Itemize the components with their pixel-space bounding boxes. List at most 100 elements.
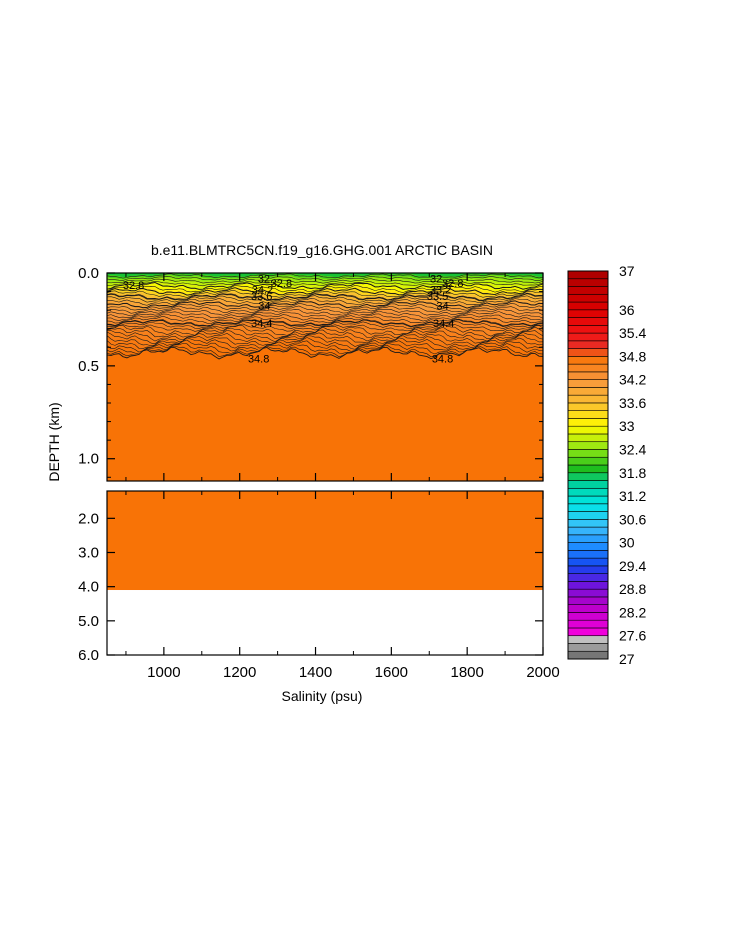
contour-line <box>107 331 543 345</box>
contour-line <box>107 290 543 298</box>
contour-line <box>107 313 543 322</box>
y-tick-label: 5.0 <box>78 613 99 630</box>
colorbar-label: 34.8 <box>619 348 646 364</box>
y-tick-label: 2.0 <box>78 510 99 527</box>
colorbar-label: 29.4 <box>619 558 646 574</box>
y-tick-label: 0.0 <box>78 265 99 282</box>
colorbar-bin <box>567 317 609 326</box>
colorbar-bin <box>567 325 609 334</box>
colorbar-bin <box>567 612 609 621</box>
contour-label: 34.8 <box>248 353 269 365</box>
contour-line <box>107 297 543 306</box>
colorbar-frame <box>567 270 609 660</box>
colorbar-bin <box>567 635 609 644</box>
contour-label: 34.4 <box>251 318 272 330</box>
contour-line <box>107 321 543 330</box>
contour-34-8 <box>107 346 543 360</box>
colorbar-bin <box>567 410 609 419</box>
colorbar-label: 28.8 <box>619 581 646 597</box>
contour-34 <box>107 300 543 309</box>
contour-label: 33.2 <box>430 285 451 297</box>
salinity-band <box>107 273 543 278</box>
colorbar-bin <box>567 402 609 411</box>
contour-label: 34 <box>258 301 270 313</box>
colorbar-label: 27.6 <box>619 628 646 644</box>
contour-line <box>107 280 543 287</box>
colorbar-bin <box>567 433 609 443</box>
colorbar-bin <box>567 619 609 629</box>
upper-field: 32.832.32.834.233.63434.434.832.32.833.2… <box>107 273 543 481</box>
contour-line <box>107 295 543 304</box>
colorbar-bin <box>567 534 609 543</box>
y-tick-label: 0.5 <box>78 358 99 375</box>
contour-label: 32.8 <box>442 278 463 290</box>
colorbar-bin <box>567 487 609 497</box>
colorbar-bin <box>567 581 609 590</box>
colorbar-bin <box>567 332 609 342</box>
colorbar-bin <box>567 456 609 466</box>
colorbar: 37 36 35.4 34.8 34.2 33.6 33 32.4 31.8 31.2 30.6 30… <box>567 263 646 667</box>
colorbar-label: 31.8 <box>619 465 646 481</box>
colorbar-bin <box>567 526 609 536</box>
y-tick-label: 6.0 <box>78 647 99 664</box>
y-tick-label: 4.0 <box>78 579 99 596</box>
colorbar-bin <box>567 495 609 505</box>
colorbar-bin <box>567 278 609 287</box>
contour-label: 32.8 <box>123 280 144 292</box>
colorbar-label: 31.2 <box>619 488 646 504</box>
contour-32-8 <box>107 281 543 290</box>
contour-label: 32. <box>430 274 445 286</box>
contour-label: 34.2 <box>252 285 273 297</box>
colorbar-bin <box>567 503 609 512</box>
colorbar-bin <box>567 340 609 349</box>
contour-line <box>107 326 543 339</box>
colorbar-bin <box>567 270 609 280</box>
colorbar-bin <box>567 301 609 311</box>
colorbar-label: 37 <box>619 263 635 279</box>
colorbar-bin <box>567 363 609 373</box>
contour-label: 33.6 <box>251 291 272 303</box>
x-tick-label: 1200 <box>223 664 256 681</box>
colorbar-bin <box>567 511 609 520</box>
colorbar-bin <box>567 387 609 396</box>
x-tick-label: 1600 <box>375 664 408 681</box>
contour-line <box>107 292 543 301</box>
contour-label: 33.5 <box>427 291 448 303</box>
colorbar-bin <box>567 550 609 559</box>
y-tick-label: 1.0 <box>78 451 99 468</box>
colorbar-bin <box>567 418 609 427</box>
colorbar-label: 32.4 <box>619 441 646 457</box>
contour-33-2 <box>107 287 543 296</box>
contour-line <box>107 302 543 312</box>
contour-label: 32. <box>258 274 273 286</box>
x-tick-label: 2000 <box>526 664 559 681</box>
x-tick-label: 1400 <box>299 664 332 681</box>
colorbar-bin <box>567 286 609 295</box>
upper-depth-panel: 32.832.32.834.233.63434.434.832.32.833.2… <box>78 265 544 482</box>
colorbar-label: 30 <box>619 535 635 551</box>
contour-label: 34.8 <box>432 353 453 365</box>
colorbar-label: 33.6 <box>619 395 646 411</box>
colorbar-bin <box>567 565 609 574</box>
colorbar-bin <box>567 464 609 474</box>
x-tick-label: 1800 <box>450 664 483 681</box>
colorbar-bin <box>567 356 609 365</box>
contour-line <box>107 329 543 343</box>
colorbar-bin <box>567 293 609 303</box>
contour-line <box>107 339 543 353</box>
colorbar-label: 35.4 <box>619 325 646 341</box>
colorbar-bin <box>567 371 609 380</box>
colorbar-bin <box>567 379 609 388</box>
contour-line <box>107 308 543 317</box>
lower-depth-panel: 2.0 3.0 4.0 5.0 6.0 <box>78 490 544 664</box>
deep-salinity-fill <box>107 491 543 591</box>
colorbar-label: 28.2 <box>619 604 646 620</box>
colorbar-bin <box>567 643 609 652</box>
y-axis-label: DEPTH (km) <box>46 402 62 481</box>
contour-line <box>107 305 543 314</box>
colorbar-bin <box>567 394 609 404</box>
contour-line <box>107 310 543 319</box>
seafloor-region <box>107 590 543 655</box>
contour-line <box>107 278 543 284</box>
